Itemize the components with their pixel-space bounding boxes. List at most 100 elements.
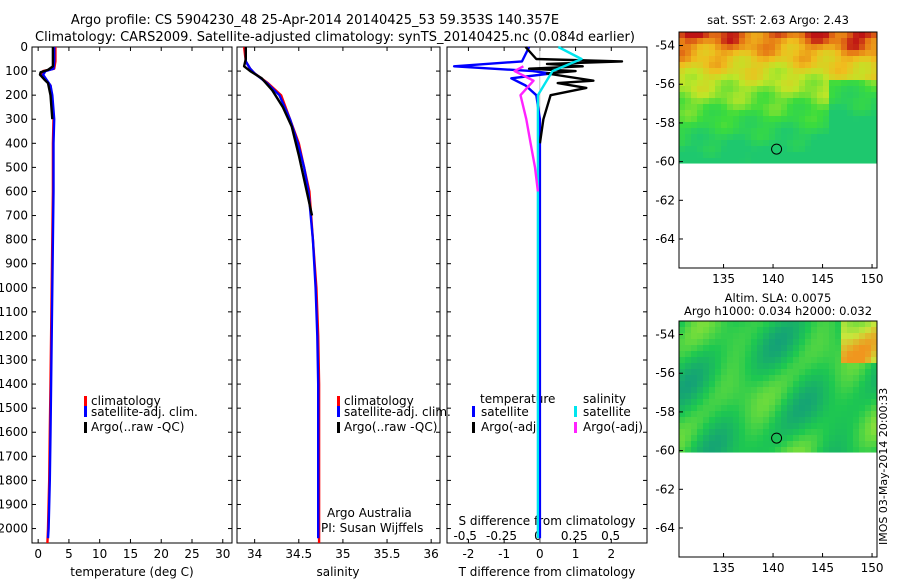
- map-cell: [787, 56, 793, 62]
- map-cell: [721, 128, 727, 134]
- map-ytick-label: -54: [655, 39, 675, 53]
- map-cell: [775, 146, 781, 152]
- map-cell: [697, 44, 703, 50]
- map-cell: [841, 50, 847, 56]
- map-cell: [679, 363, 685, 369]
- map-cell: [817, 86, 823, 92]
- map-cell: [745, 417, 751, 423]
- map-cell: [769, 92, 775, 98]
- map-cell: [859, 86, 865, 92]
- map-cell: [799, 158, 805, 164]
- map-cell: [763, 74, 769, 80]
- map-cell: [679, 429, 685, 435]
- map-cell: [691, 435, 697, 441]
- map-cell: [775, 357, 781, 363]
- map-cell: [691, 44, 697, 50]
- map-cell: [865, 80, 871, 86]
- map-cell: [847, 447, 853, 453]
- map-cell: [847, 339, 853, 345]
- map-cell: [865, 116, 871, 122]
- map-cell: [757, 68, 763, 74]
- map-cell: [709, 104, 715, 110]
- map-cell: [853, 104, 859, 110]
- map-cell: [757, 381, 763, 387]
- map-cell: [841, 92, 847, 98]
- map-cell: [811, 387, 817, 393]
- map-cell: [769, 104, 775, 110]
- map-cell: [703, 411, 709, 417]
- map-cell: [781, 122, 787, 128]
- map-cell: [841, 435, 847, 441]
- map-cell: [769, 128, 775, 134]
- map-cell: [763, 417, 769, 423]
- map-cell: [811, 393, 817, 399]
- depth-tick-label: 1500: [0, 401, 28, 415]
- map-cell: [751, 369, 757, 375]
- map-cell: [853, 387, 859, 393]
- map-cell: [823, 363, 829, 369]
- map-cell: [733, 116, 739, 122]
- map-cell: [745, 122, 751, 128]
- map-cell: [775, 441, 781, 447]
- map-cell: [727, 104, 733, 110]
- map-cell: [697, 411, 703, 417]
- map-cell: [793, 327, 799, 333]
- map-cell: [799, 393, 805, 399]
- map-cell: [721, 405, 727, 411]
- map-cell: [727, 411, 733, 417]
- map-cell: [697, 447, 703, 453]
- map-cell: [829, 435, 835, 441]
- map-cell: [751, 128, 757, 134]
- map-cell: [721, 146, 727, 152]
- map-cell: [775, 387, 781, 393]
- map-cell: [739, 357, 745, 363]
- map-cell: [823, 339, 829, 345]
- series-line-argo-raw-qc-: [242, 47, 314, 216]
- map-cell: [823, 32, 829, 38]
- map-cell: [769, 393, 775, 399]
- map-cell: [751, 423, 757, 429]
- map-cell: [751, 44, 757, 50]
- map-cell: [871, 345, 877, 351]
- map-cell: [691, 387, 697, 393]
- map-cell: [721, 110, 727, 116]
- map-cell: [865, 441, 871, 447]
- map-cell: [715, 327, 721, 333]
- map-cell: [859, 158, 865, 164]
- map-cell: [793, 38, 799, 44]
- map-cell: [727, 74, 733, 80]
- map-cell: [865, 345, 871, 351]
- map-cell: [697, 429, 703, 435]
- legend-argo-swatch: [337, 422, 340, 433]
- map-cell: [871, 447, 877, 453]
- map-ytick-label: -62: [655, 482, 675, 496]
- map-cell: [769, 62, 775, 68]
- map-cell: [691, 351, 697, 357]
- map-cell: [805, 44, 811, 50]
- map-cell: [805, 32, 811, 38]
- map-cell: [691, 56, 697, 62]
- map-cell: [757, 333, 763, 339]
- map-cell: [763, 369, 769, 375]
- temperature-xlabel: temperature (deg C): [70, 565, 193, 579]
- map-cell: [679, 62, 685, 68]
- map-cell: [721, 369, 727, 375]
- depth-tick-label: 100: [5, 64, 28, 78]
- map-cell: [739, 50, 745, 56]
- map-cell: [865, 98, 871, 104]
- map-cell: [685, 441, 691, 447]
- x-tick-label: 0: [34, 547, 42, 561]
- map-cell: [763, 441, 769, 447]
- map-cell: [745, 104, 751, 110]
- map-cell: [709, 128, 715, 134]
- depth-tick-label: 1200: [0, 329, 28, 343]
- map-cell: [739, 381, 745, 387]
- map-cell: [757, 411, 763, 417]
- map-cell: [787, 339, 793, 345]
- map-cell: [847, 423, 853, 429]
- map-cell: [721, 339, 727, 345]
- map-cell: [847, 80, 853, 86]
- map-cell: [745, 158, 751, 164]
- map-cell: [721, 351, 727, 357]
- map-cell: [769, 68, 775, 74]
